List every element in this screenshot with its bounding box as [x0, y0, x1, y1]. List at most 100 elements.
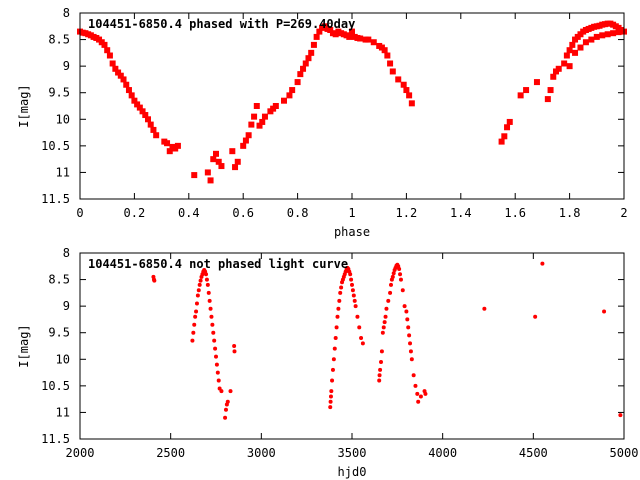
y-axis-title: I[mag]: [17, 324, 31, 367]
data-point: [563, 52, 570, 59]
data-point: [544, 96, 551, 103]
x-tick-label: 0.8: [287, 206, 309, 220]
data-point: [615, 29, 622, 36]
data-point: [411, 373, 416, 378]
data-point: [209, 314, 214, 319]
data-point: [327, 27, 334, 34]
data-point: [215, 370, 220, 375]
data-point: [330, 367, 335, 372]
data-point: [377, 378, 382, 383]
data-point: [128, 92, 135, 99]
data-point: [248, 121, 255, 128]
data-point: [379, 349, 384, 354]
data-point: [359, 336, 364, 341]
data-point: [339, 285, 344, 290]
data-point: [229, 148, 236, 155]
data-point: [533, 314, 538, 319]
x-axis-title: hjd0: [338, 465, 367, 479]
data-point: [365, 36, 372, 43]
data-point: [588, 36, 595, 43]
data-point: [577, 44, 584, 51]
x-tick-label: 1.2: [396, 206, 418, 220]
data-point: [391, 271, 396, 276]
data-point: [193, 314, 198, 319]
plot-title: 104451-6850.4 phased with P=269.40day: [88, 17, 355, 31]
x-tick-label: 0.2: [124, 206, 146, 220]
x-tick-label: 3500: [338, 446, 367, 460]
data-point: [384, 52, 391, 59]
data-point: [212, 338, 217, 343]
y-tick-label: 10: [56, 112, 70, 126]
plot-title: 104451-6850.4 not phased light curve: [88, 257, 348, 271]
data-point: [349, 28, 355, 35]
data-point: [398, 277, 403, 282]
data-point: [395, 76, 402, 83]
data-point: [310, 41, 317, 48]
data-point: [566, 47, 573, 54]
data-point: [328, 399, 333, 404]
x-tick-label: 0: [76, 206, 83, 220]
data-point: [134, 101, 141, 108]
plot-frame: [79, 12, 625, 200]
y-tick-label: 9: [63, 59, 70, 73]
data-point: [208, 306, 213, 311]
data-point: [194, 301, 199, 306]
data-point: [569, 41, 576, 48]
data-point: [404, 309, 409, 314]
x-tick-label: 1: [348, 206, 355, 220]
data-point: [330, 378, 335, 383]
data-point: [334, 325, 339, 330]
data-point: [418, 394, 423, 399]
data-point: [197, 282, 202, 287]
data-point: [225, 399, 230, 404]
data-point: [136, 104, 143, 111]
phased-light-curve-panel: 0 0.2 0.4 0.6 0.8 1 1.2 1.4 1.6 1.8 2 8 8.5 9 9.5 10 10.…: [17, 6, 628, 239]
data-point: [305, 55, 312, 62]
data-point: [523, 87, 530, 94]
y-tick-label: 10: [56, 352, 70, 366]
data-point: [166, 148, 173, 155]
data-point: [174, 142, 181, 149]
data-point: [123, 81, 130, 88]
data-point: [206, 290, 211, 295]
x-tick-label: 4500: [519, 446, 548, 460]
data-point: [400, 288, 405, 293]
data-point: [566, 63, 573, 70]
y-tick-label: 11: [56, 405, 70, 419]
data-point: [125, 87, 132, 94]
y-tick-label: 11.5: [41, 432, 70, 446]
data-point: [190, 338, 195, 343]
data-point: [349, 277, 354, 282]
x-tick-label: 3000: [247, 446, 276, 460]
data-point: [383, 314, 388, 319]
data-point: [104, 47, 111, 54]
data-point: [352, 298, 357, 303]
data-point: [213, 346, 218, 351]
data-point: [409, 357, 414, 362]
data-point: [357, 35, 364, 42]
data-point: [350, 282, 354, 287]
data-point: [482, 306, 487, 311]
data-point: [388, 290, 393, 295]
data-point: [289, 87, 296, 94]
data-point: [377, 373, 382, 378]
data-point: [400, 81, 407, 88]
data-point: [115, 69, 122, 76]
y-tick-label: 8: [63, 246, 70, 260]
data-point: [207, 298, 212, 303]
data-point: [604, 31, 611, 38]
data-point: [106, 52, 113, 59]
x-tick-label: 5000: [610, 446, 639, 460]
data-point: [214, 362, 219, 367]
y-tick-label: 11: [56, 165, 70, 179]
data-point: [331, 357, 336, 362]
x-tick-label: 1.8: [559, 206, 581, 220]
data-point: [405, 317, 410, 322]
data-point: [379, 359, 384, 364]
data-point: [360, 341, 365, 346]
data-point: [599, 32, 606, 39]
data-point: [198, 278, 203, 283]
data-point: [272, 103, 279, 109]
data-point: [131, 97, 138, 104]
data-point: [204, 277, 209, 282]
